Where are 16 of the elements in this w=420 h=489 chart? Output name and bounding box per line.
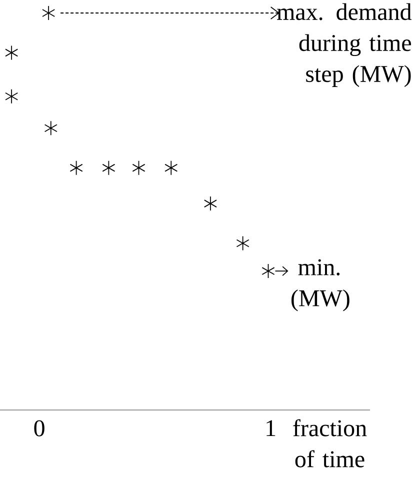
point	[5, 45, 18, 60]
annotation: min. (MW)	[292, 259, 350, 312]
point	[262, 264, 275, 278]
point	[44, 120, 58, 136]
point	[70, 160, 83, 176]
point	[102, 160, 116, 176]
x-tick-label: 1	[266, 420, 276, 436]
x-tick-label: 0	[34, 420, 44, 436]
point	[5, 88, 18, 104]
point	[236, 236, 250, 251]
x-axis-title: fraction of time	[293, 419, 367, 468]
annotation: max. demand during time step (MW)	[277, 3, 412, 87]
point	[204, 196, 217, 212]
point	[42, 6, 56, 20]
point	[132, 160, 146, 176]
point	[164, 160, 178, 176]
